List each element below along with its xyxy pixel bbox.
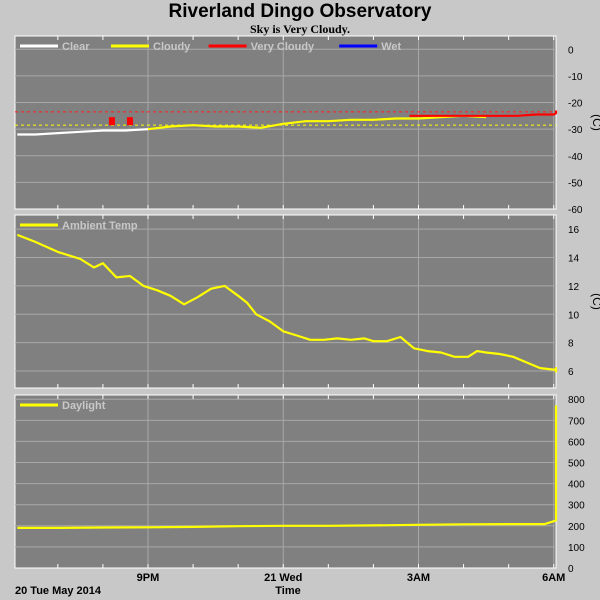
daylight-ytick-label: 500 — [568, 459, 585, 470]
daylight-plot-area — [14, 394, 557, 569]
ambient-legend-label-ambient-temp: Ambient Temp — [62, 220, 138, 232]
daylight-ytick-label: 700 — [568, 416, 585, 427]
ambient-plot-area — [14, 214, 557, 389]
daylight-ytick-label: 0 — [568, 564, 574, 575]
daylight-ytick-label: 200 — [568, 522, 585, 533]
sky-series-cloudy — [147, 114, 487, 131]
chart-subtitle: Sky is Very Cloudy. — [249, 22, 351, 36]
sky-series-very-cloudy — [409, 110, 558, 117]
daylight-ytick-label: 800 — [568, 395, 585, 406]
daylight-series-daylight — [17, 405, 558, 529]
daylight-legend-label-daylight: Daylight — [62, 400, 106, 412]
sky-legend-label-clear: Clear — [62, 41, 90, 53]
sky-ytick-label: -30 — [568, 125, 583, 136]
ambient-ylabel: (C) — [590, 293, 600, 310]
x-tick-label: 6AM — [542, 572, 565, 584]
x-tick-label: 21 Wed — [264, 572, 302, 584]
ambient-ytick-label: 14 — [568, 254, 580, 265]
sky-ytick-label: -60 — [568, 205, 583, 216]
ambient-ytick-label: 8 — [568, 339, 574, 350]
ambient-series-ambient-temp — [16, 233, 558, 373]
sky-marker — [108, 117, 115, 126]
ambient-ytick-label: 10 — [568, 310, 580, 321]
sky-ytick-label: 0 — [568, 45, 574, 56]
x-tick-label: 3AM — [407, 572, 430, 584]
chart-title: Riverland Dingo Observatory — [168, 1, 432, 22]
ambient-ytick-label: 6 — [568, 367, 574, 378]
date-label: 20 Tue May 2014 — [15, 585, 102, 597]
sky-marker — [126, 117, 133, 126]
sky-ylabel: (C) — [590, 114, 600, 131]
daylight-ytick-label: 100 — [568, 543, 585, 554]
sky-legend-label-wet: Wet — [381, 41, 401, 53]
daylight-ytick-label: 400 — [568, 480, 585, 491]
x-tick-label: 9PM — [137, 572, 160, 584]
x-axis-label: Time — [275, 585, 300, 597]
sky-ytick-label: -10 — [568, 72, 583, 83]
daylight-ytick-label: 300 — [568, 501, 585, 512]
sky-series-clear — [17, 128, 149, 136]
daylight-ytick-label: 600 — [568, 437, 585, 448]
ambient-ytick-label: 16 — [568, 225, 580, 236]
sky-legend-label-cloudy: Cloudy — [153, 41, 191, 53]
ambient-ytick-label: 12 — [568, 282, 580, 293]
sky-ytick-label: -20 — [568, 99, 583, 110]
sky-ytick-label: -40 — [568, 152, 583, 163]
sky-legend-label-very-cloudy: Very Cloudy — [251, 41, 315, 53]
sky-ytick-label: -50 — [568, 178, 583, 189]
